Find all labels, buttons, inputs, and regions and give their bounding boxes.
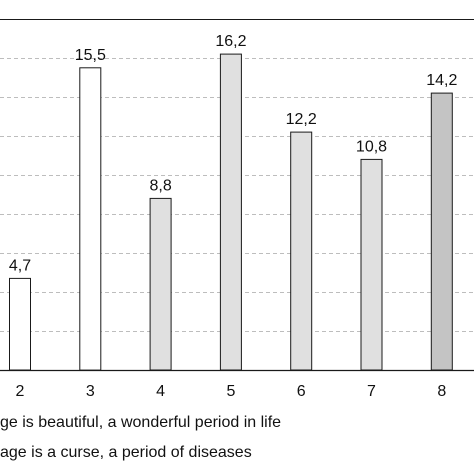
x-tick-label-3: 3 <box>86 383 95 400</box>
value-label-5: 16,2 <box>215 33 246 50</box>
x-tick-label-5: 5 <box>226 383 235 400</box>
x-tick-label-6: 6 <box>297 383 306 400</box>
x-tick-label-8: 8 <box>437 383 446 400</box>
value-label-4: 8,8 <box>149 177 171 194</box>
bar-6 <box>290 131 313 371</box>
bar-5 <box>219 53 242 371</box>
value-label-6: 12,2 <box>286 111 317 128</box>
plot-frame <box>0 19 474 372</box>
bar-4 <box>149 197 172 371</box>
bar-3 <box>79 67 102 371</box>
bars <box>9 53 453 371</box>
x-tick-labels: 2 3 4 5 6 7 8 <box>16 383 447 400</box>
value-label-3: 15,5 <box>75 47 106 64</box>
grid-lines <box>0 58 474 332</box>
bar-2 <box>9 277 31 371</box>
value-label-8: 14,2 <box>426 72 457 89</box>
value-label-2: 4,7 <box>9 257 31 274</box>
legend-item-1: ge is beautiful, a wonderful period in l… <box>0 414 282 431</box>
x-tick-label-7: 7 <box>367 383 376 400</box>
x-tick-label-2: 2 <box>16 383 25 400</box>
x-tick-label-4: 4 <box>156 383 165 400</box>
value-labels: 4,7 15,5 8,8 16,2 12,2 10,8 14,2 <box>9 33 458 274</box>
value-label-7: 10,8 <box>356 138 387 155</box>
bar-7 <box>360 158 383 371</box>
bar-8 <box>430 92 453 371</box>
legend-item-2: age is a curse, a period of diseases <box>0 444 252 461</box>
